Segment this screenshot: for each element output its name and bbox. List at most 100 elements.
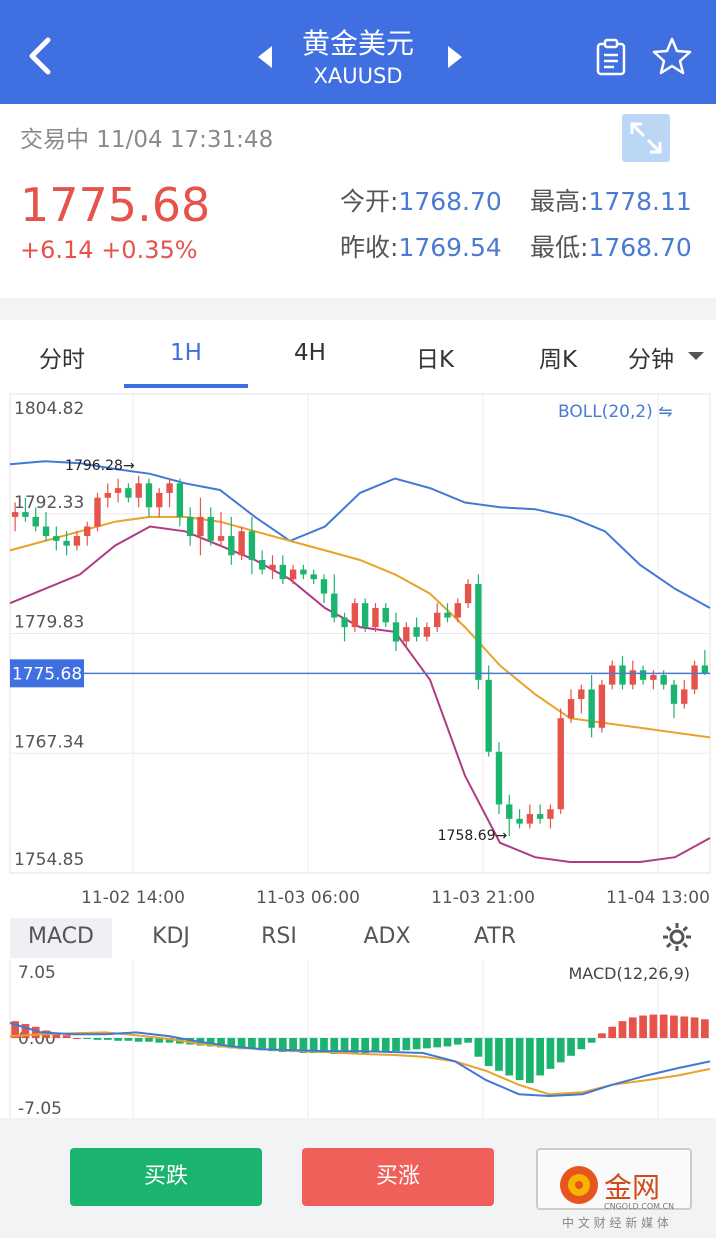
- macd-line: [9, 1022, 711, 1098]
- macd-y-tick: 7.05: [18, 963, 56, 983]
- watermark-brand: 金网: [604, 1171, 661, 1204]
- macd-histogram-bar: [217, 1038, 225, 1048]
- trade-action-bar: 买跌 买涨 金网 CNGOLD.COM.CN 中 文 财 经 新 媒 体: [0, 1118, 716, 1238]
- current-price-tag: [10, 659, 84, 688]
- favorite-star-icon[interactable]: [652, 36, 692, 76]
- candle-body: [681, 689, 688, 704]
- candle-body: [22, 512, 29, 517]
- macd-histogram-bar: [381, 1038, 390, 1053]
- settings-gear-icon[interactable]: [660, 920, 694, 954]
- clipboard-icon[interactable]: [594, 38, 628, 76]
- candle-body: [300, 569, 307, 575]
- candlestick-chart-area[interactable]: 1804.82 1792.33 1779.83 1767.34 1754.85 11-02…: [0, 390, 716, 912]
- high-annotation: 1796.28→: [65, 458, 135, 474]
- macd-histogram-bar: [145, 1038, 153, 1042]
- boll-lower-line: [9, 525, 711, 863]
- prev-close-stat: 昨收:1769.54: [340, 228, 502, 264]
- candle-body: [691, 665, 698, 690]
- candle-body: [104, 492, 111, 498]
- candle-body: [279, 564, 286, 580]
- candle-body: [413, 627, 420, 637]
- open-value: 1768.70: [398, 187, 502, 216]
- macd-y-tick: -7.05: [18, 1099, 62, 1118]
- candle-body: [403, 627, 410, 642]
- candle-body: [588, 689, 595, 728]
- indicator-tab-highlight: [10, 918, 112, 958]
- candle-body: [444, 612, 451, 618]
- candle-body: [135, 483, 142, 498]
- last-price: 1775.68: [20, 178, 211, 232]
- boll-indicator-label: BOLL(20,2) ⇋: [558, 402, 672, 422]
- macd-histogram-bar: [556, 1038, 565, 1063]
- ind-tab-kdj[interactable]: KDJ: [152, 924, 190, 949]
- active-tab-indicator: [124, 384, 248, 388]
- next-symbol-icon[interactable]: [446, 44, 464, 70]
- macd-histogram-bar: [464, 1038, 472, 1043]
- fullscreen-button[interactable]: [622, 114, 670, 162]
- macd-histogram-bar: [278, 1038, 287, 1053]
- macd-histogram-bar: [52, 1033, 61, 1038]
- macd-histogram-bar: [103, 1038, 112, 1040]
- candle-body: [361, 603, 369, 628]
- macd-histogram-bar: [93, 1038, 102, 1040]
- candle-body: [557, 718, 564, 810]
- boll-upper-line: [9, 460, 711, 609]
- candle-body: [42, 526, 50, 537]
- ind-tab-adx[interactable]: ADX: [363, 924, 411, 949]
- prev-symbol-icon[interactable]: [256, 44, 274, 70]
- candle-body: [372, 607, 379, 628]
- ind-tab-macd[interactable]: MACD: [28, 924, 94, 949]
- macd-histogram-bar: [484, 1038, 493, 1067]
- macd-histogram-bar: [83, 1038, 92, 1039]
- candle-body: [156, 492, 163, 508]
- macd-histogram-bar: [258, 1038, 267, 1051]
- candle-body: [454, 603, 461, 618]
- prev-close-label: 昨收:: [340, 233, 399, 262]
- macd-histogram-bar: [299, 1038, 308, 1053]
- tab-minutes[interactable]: 分钟: [628, 347, 674, 373]
- sell-button[interactable]: 买跌: [70, 1148, 262, 1206]
- candle-body: [578, 689, 585, 700]
- tab-4h[interactable]: 4H: [294, 340, 326, 366]
- macd-histogram-bar: [289, 1038, 297, 1053]
- macd-histogram-bar: [474, 1038, 483, 1057]
- candle-body: [207, 516, 214, 541]
- gold-logo-icon: [560, 1166, 598, 1204]
- candle-body: [125, 488, 132, 498]
- macd-histogram-bar: [134, 1038, 143, 1042]
- candle-body: [660, 675, 667, 685]
- back-arrow-icon[interactable]: [24, 36, 54, 76]
- candle-body: [11, 512, 19, 517]
- candlestick-chart[interactable]: 1804.82 1792.33 1779.83 1767.34 1754.85 11-02…: [0, 390, 716, 912]
- low-stat: 最低:1768.70: [530, 228, 692, 264]
- macd-histogram-bar: [361, 1038, 370, 1053]
- x-tick-label: 11-03 06:00: [256, 888, 360, 908]
- candle-body: [73, 536, 81, 546]
- price-change: +6.14 +0.35%: [20, 236, 198, 264]
- quote-panel: 交易中 11/04 17:31:48 1775.68 +6.14 +0.35% …: [0, 104, 716, 298]
- change-value: +6.14: [20, 236, 94, 264]
- tab-timeshare[interactable]: 分时: [39, 347, 85, 373]
- macd-histogram-bar: [577, 1038, 586, 1050]
- macd-histogram-bar: [31, 1026, 40, 1038]
- tab-weekly[interactable]: 周K: [538, 347, 578, 373]
- candle-body: [145, 483, 153, 508]
- macd-histogram-bar: [73, 1038, 81, 1039]
- ind-tab-atr[interactable]: ATR: [473, 924, 517, 949]
- caret-down-icon[interactable]: [686, 350, 706, 362]
- candle-body: [536, 814, 544, 819]
- buy-button[interactable]: 买涨: [302, 1148, 494, 1206]
- macd-histogram-bar: [227, 1038, 236, 1049]
- candle-body: [53, 536, 60, 541]
- macd-histogram-bar: [155, 1038, 164, 1043]
- ind-tab-rsi[interactable]: RSI: [261, 924, 297, 949]
- macd-signal-line: [9, 1031, 711, 1096]
- macd-histogram-bar: [505, 1038, 514, 1076]
- tab-daily[interactable]: 日K: [415, 347, 455, 373]
- candle-body: [609, 665, 616, 685]
- macd-histogram-bar: [268, 1038, 277, 1052]
- candle-body: [639, 670, 647, 680]
- candle-body: [114, 488, 122, 493]
- tab-1h[interactable]: 1H: [170, 340, 202, 366]
